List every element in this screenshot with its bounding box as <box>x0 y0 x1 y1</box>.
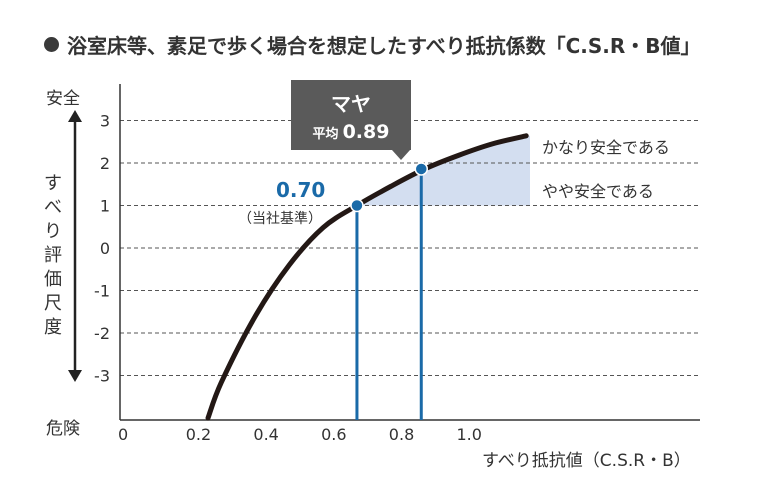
y-tick-label: 0 <box>100 239 110 258</box>
chart-title-text: 浴室床等、素足で歩く場合を想定したすべり抵抗係数「C.S.R・B値」 <box>67 34 701 58</box>
y-axis-label-char: 価 <box>44 269 62 290</box>
y-axis-label-char: り <box>44 221 62 242</box>
zone-label-mid: やや安全である <box>542 182 654 201</box>
y-tick-label: -2 <box>94 324 110 343</box>
arrow-up-icon <box>68 110 82 122</box>
x-tick-label: 1.0 <box>457 425 482 444</box>
y-axis-label-char: 尺 <box>44 293 62 314</box>
product-name: マヤ <box>331 92 371 116</box>
reference-note: （当社基準） <box>238 211 322 227</box>
y-axis-label-char: 評 <box>44 245 62 266</box>
safe-zone-fill <box>356 135 530 206</box>
y-axis-label-char: べ <box>44 197 62 218</box>
average-prefix: 平均 <box>312 127 339 142</box>
y-axis-label: す べ り 評 価 尺 度 <box>40 172 66 340</box>
y-axis-top-label: 安全 <box>46 89 80 109</box>
y-tick-label: 1 <box>100 197 110 216</box>
product-callout: マヤ 平均 0.89 <box>291 80 411 150</box>
x-tick-label: 0.6 <box>321 425 346 444</box>
x-tick-label: 0.4 <box>253 425 278 444</box>
arrow-down-icon <box>68 370 82 382</box>
x-tick-label: 0.8 <box>389 425 414 444</box>
x-tick-label: 0 <box>118 425 128 444</box>
x-tick-label: 0.2 <box>186 425 211 444</box>
y-axis-label-char: 度 <box>44 317 62 338</box>
y-tick-label: 3 <box>100 112 110 131</box>
y-tick-label: 2 <box>100 154 110 173</box>
average-point <box>414 162 429 176</box>
y-axis-label-char: す <box>44 173 62 194</box>
y-axis-bottom-label: 危険 <box>46 419 80 439</box>
x-axis-label: すべり抵抗値（C.S.R・B） <box>482 451 691 471</box>
callout-pointer <box>392 150 410 160</box>
y-tick-label: -3 <box>94 367 110 386</box>
chart-title: 浴室床等、素足で歩く場合を想定したすべり抵抗係数「C.S.R・B値」 <box>44 30 701 59</box>
reference-value: 0.70 <box>276 178 326 202</box>
zone-label-high: かなり安全である <box>542 138 670 157</box>
y-tick-label: -1 <box>94 282 110 301</box>
reference-point <box>350 198 364 213</box>
average-value: 0.89 <box>342 121 390 143</box>
product-average: 平均 0.89 <box>291 121 411 143</box>
bullet-icon <box>44 37 59 52</box>
